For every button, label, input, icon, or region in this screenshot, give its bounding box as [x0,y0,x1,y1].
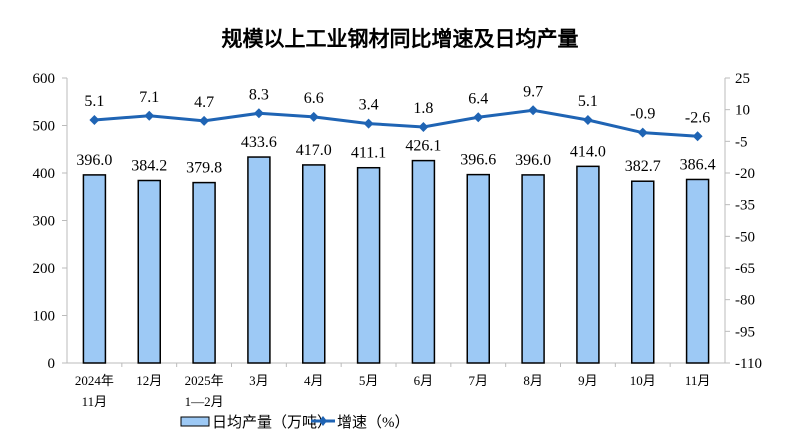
right-tick-label: 10 [735,103,750,119]
line-data-label: 4.7 [194,94,214,111]
bar [192,181,216,364]
x-tick-label: 9月 [578,373,598,388]
line-point [144,110,155,121]
right-tick-label: -65 [735,261,755,277]
bar [466,173,490,364]
line-point [418,121,429,132]
line-data-label: 8.3 [249,86,269,103]
x-tick-label: 12月 [136,373,162,388]
growth-line [94,108,698,138]
right-tick-label: -50 [735,229,755,245]
line-point [308,111,319,122]
bar [137,179,161,364]
chart-title: 规模以上工业钢材同比增速及日均产量 [222,27,579,51]
left-tick-label: 500 [33,119,56,135]
right-tick-label: -5 [735,134,748,150]
line-data-label: 5.1 [578,93,598,110]
bar [521,174,545,364]
x-tick-label: 2025年 [185,373,224,388]
right-tick-label: -80 [735,293,755,309]
line-point [582,115,593,126]
right-tick-label: -35 [735,198,755,214]
line-point [199,115,210,126]
left-tick-label: 100 [33,309,56,325]
left-tick-label: 300 [33,214,56,230]
bar-data-label: 426.1 [405,138,441,155]
bar [356,166,381,364]
line-point [692,131,703,142]
bar-data-label: 382.7 [625,158,661,175]
x-tick-label: 1—2月 [185,394,224,409]
bar-data-label: 396.6 [460,152,496,169]
legend-line-marker [319,416,327,426]
right-tick-label: -110 [735,356,762,372]
line-point [528,105,539,116]
left-tick-label: 600 [33,71,56,87]
bar-data-label: 414.0 [570,143,606,160]
x-tick-label: 8月 [523,373,543,388]
left-tick-label: 200 [33,261,56,277]
bar [685,178,710,364]
legend-line-label: 增速（%） [337,414,410,431]
line-point [253,108,264,119]
bar-data-label: 396.0 [76,152,112,169]
line-data-label: 7.1 [139,89,159,106]
line-data-label: 3.4 [359,97,379,114]
line-data-label: 6.6 [304,90,324,107]
bar [411,159,436,364]
x-tick-label: 3月 [249,373,269,388]
legend-bar-label: 日均产量（万吨） [212,414,332,431]
x-tick-label: 5月 [359,373,379,388]
line-data-label: 5.1 [84,93,104,110]
bar-data-label: 411.1 [351,145,386,162]
x-tick-label: 11月 [82,394,108,409]
left-tick-label: 400 [33,166,56,182]
legend-bar-swatch [180,416,210,427]
bar [247,156,271,364]
x-tick-label: 4月 [304,373,324,388]
left-tick-label: 0 [48,356,56,372]
line-point [89,115,100,126]
bar-data-label: 384.2 [131,158,167,175]
line-data-label: 1.8 [413,100,433,117]
x-tick-label: 6月 [414,373,434,388]
x-tick-label: 11月 [685,373,711,388]
line-data-label: -2.6 [685,109,710,126]
bar-data-label: 386.4 [680,156,716,173]
bar [82,174,107,364]
x-tick-label: 2024年 [75,373,114,388]
x-tick-label: 7月 [468,373,488,388]
bar [302,164,326,364]
right-tick-label: -20 [735,166,755,182]
bar [576,165,600,364]
bar-data-label: 417.0 [296,142,332,159]
line-data-label: 9.7 [523,83,543,100]
line-data-label: -0.9 [630,106,655,123]
x-tick-label: 10月 [630,373,656,388]
bar [631,180,655,364]
right-tick-label: 25 [735,71,750,87]
right-tick-label: -95 [735,324,755,340]
bar-data-label: 396.0 [515,152,551,169]
line-point [363,118,374,129]
bar-data-label: 379.8 [186,160,222,177]
line-data-label: 6.4 [468,90,488,107]
bar-data-label: 433.6 [241,134,277,151]
line-point [637,127,648,138]
line-point [473,112,484,123]
